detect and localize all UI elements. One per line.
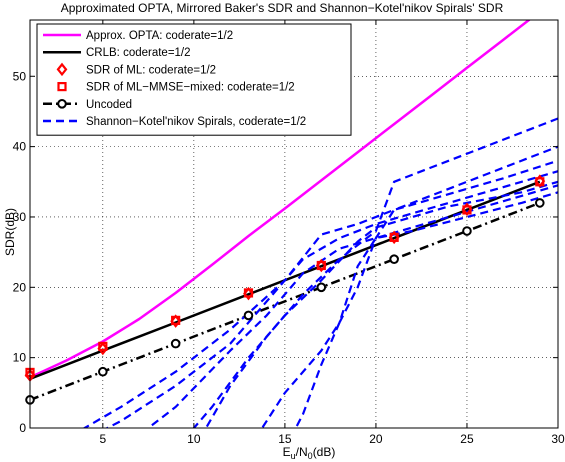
y-tick-label: 20 — [13, 280, 27, 294]
x-axis-label: Eu/N0(dB) — [283, 445, 336, 461]
data-point-5 — [99, 368, 107, 376]
chart-title: Approximated OPTA, Mirrored Baker's SDR … — [61, 1, 504, 15]
x-tick-label: 30 — [551, 432, 565, 446]
legend-label: Shannon−Kotel'nikov Spirals, coderate=1/… — [86, 116, 306, 128]
y-tick-label: 40 — [13, 140, 27, 154]
x-tick-label: 5 — [99, 432, 106, 446]
legend-label: Approx. OPTA: coderate=1/2 — [86, 30, 233, 42]
y-tick-label: 50 — [13, 69, 27, 83]
legend-marker — [58, 100, 66, 108]
data-point-5 — [463, 227, 471, 235]
y-tick-label: 0 — [19, 421, 26, 435]
x-tick-label: 25 — [460, 432, 474, 446]
data-point-5 — [318, 284, 326, 292]
legend-label: CRLB: coderate=1/2 — [86, 47, 191, 59]
legend-label: SDR of ML−MMSE−mixed: coderate=1/2 — [86, 82, 295, 94]
y-tick-label: 10 — [13, 351, 27, 365]
data-point-5 — [390, 255, 398, 263]
data-point-5 — [172, 340, 180, 348]
x-tick-label: 15 — [278, 432, 292, 446]
y-axis-label: SDR(dB) — [3, 208, 17, 256]
x-tick-label: 10 — [187, 432, 201, 446]
data-point-5 — [536, 199, 544, 207]
data-point-5 — [245, 312, 253, 320]
x-tick-label: 20 — [369, 432, 383, 446]
legend-label: Uncoded — [86, 99, 132, 111]
legend-label: SDR of ML: coderate=1/2 — [86, 64, 216, 76]
legend: Approx. OPTA: coderate=1/2 CRLB: coderate… — [37, 24, 351, 135]
